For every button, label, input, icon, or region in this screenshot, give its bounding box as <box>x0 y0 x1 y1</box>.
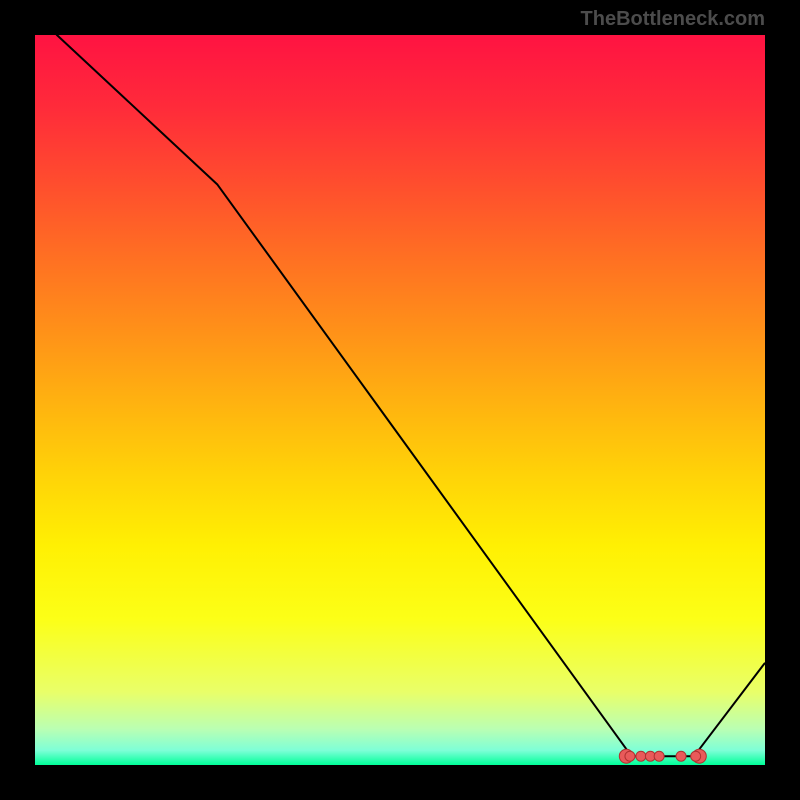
marker-dot <box>625 751 635 761</box>
marker-dot <box>654 751 664 761</box>
chart-container: TheBottleneck.com <box>0 0 800 800</box>
chart-svg <box>35 35 765 765</box>
chart-area <box>35 35 765 765</box>
marker-dot <box>691 751 701 761</box>
marker-dot <box>636 751 646 761</box>
watermark-text: TheBottleneck.com <box>581 8 765 31</box>
chart-background <box>35 35 765 765</box>
marker-dot <box>676 751 686 761</box>
